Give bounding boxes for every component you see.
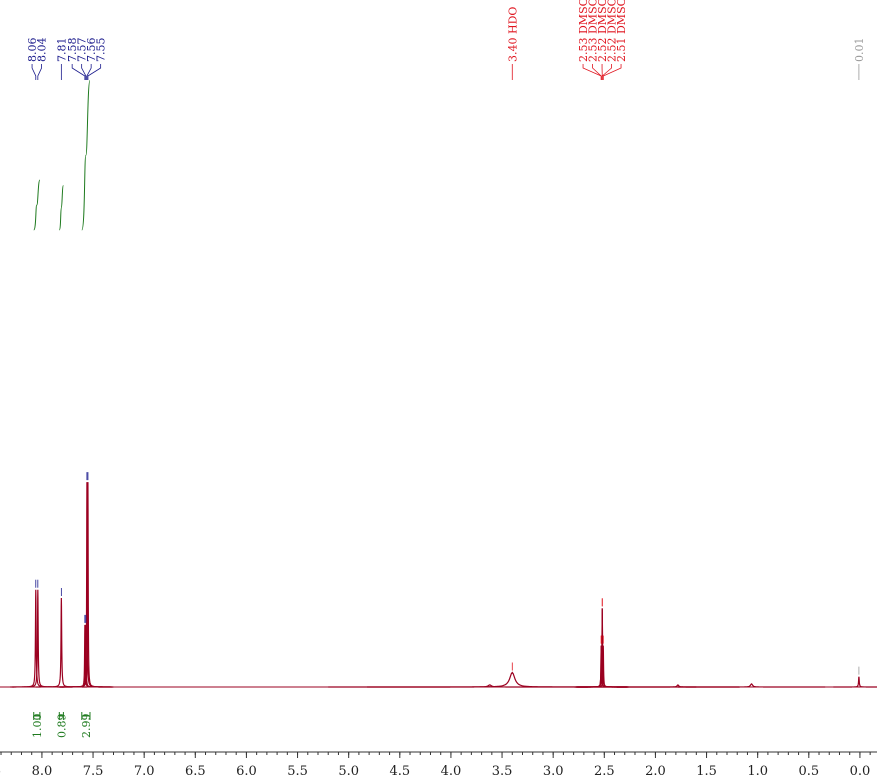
peak-label-connector [81, 64, 87, 80]
peak-label-connector [592, 64, 602, 80]
x-tick-label: 7.0 [134, 764, 155, 779]
peak-label-connector [37, 64, 42, 80]
peak [677, 683, 826, 688]
peak-label-connector [86, 64, 92, 80]
peak-label: 8.04 [36, 38, 49, 63]
peak-label: 8.06 [26, 38, 39, 63]
integral-curve [81, 80, 91, 231]
x-tick-label: 8.0 [32, 764, 53, 779]
x-tick-label: 0.0 [850, 764, 871, 779]
x-tick-label: 4.5 [389, 764, 410, 779]
integral-bracket [33, 712, 41, 720]
x-tick-label: 4.0 [441, 764, 462, 779]
peak-label: 2.53 DMSO [587, 0, 600, 62]
integral-bracket [81, 712, 91, 720]
peak-label-connector [602, 64, 622, 80]
peak-label: 2.52 DMSO [606, 0, 619, 62]
integral-label: 2.99 [80, 714, 93, 739]
x-tick-label: 6.5 [185, 764, 206, 779]
peak [10, 589, 62, 688]
integral-label: 1.00 [31, 714, 44, 739]
peak-label: 2.53 DMSO [577, 0, 590, 62]
peak [12, 589, 64, 688]
peak-label-connector [87, 64, 102, 80]
peak-label: 2.51 DMSO [615, 0, 628, 62]
peak-label: 7.55 [95, 37, 108, 62]
integral-curve [33, 179, 41, 231]
peak-label: 7.56 [85, 38, 98, 63]
peak-label: 7.81 [55, 38, 68, 63]
x-tick-label: 5.0 [338, 764, 359, 779]
peak [833, 676, 877, 688]
x-tick-label: 7.5 [83, 764, 104, 779]
integral-label: 0.89 [55, 714, 68, 739]
x-tick-label: 3.0 [543, 764, 564, 779]
x-tick-label: 2.5 [594, 764, 615, 779]
peak-label: 0.01 [853, 38, 866, 63]
peak-label-connector [582, 64, 602, 80]
peak-label: 7.57 [76, 38, 89, 63]
peak [62, 482, 114, 688]
x-tick-label: 6.0 [236, 764, 257, 779]
peak-label: 2.52 DMSO [596, 0, 609, 62]
peak [35, 597, 87, 688]
peak-label-connector [71, 64, 86, 80]
x-tick-label: 1.5 [696, 764, 717, 779]
peak [328, 671, 697, 688]
x-tick-label: 1.0 [747, 764, 768, 779]
peak-label: 3.40 HDO [506, 7, 519, 62]
integral-curve [58, 185, 64, 231]
x-tick-label: 8.5 [0, 764, 1, 779]
x-tick-label: 3.5 [492, 764, 513, 779]
peak-label-connector [31, 64, 37, 80]
integral-bracket [58, 712, 64, 720]
x-tick-label: 0.5 [798, 764, 819, 779]
x-tick-label: 2.0 [645, 764, 666, 779]
peak-label-connector [601, 64, 612, 80]
peak-label: 7.58 [66, 38, 79, 63]
x-tick-label: 5.5 [287, 764, 308, 779]
